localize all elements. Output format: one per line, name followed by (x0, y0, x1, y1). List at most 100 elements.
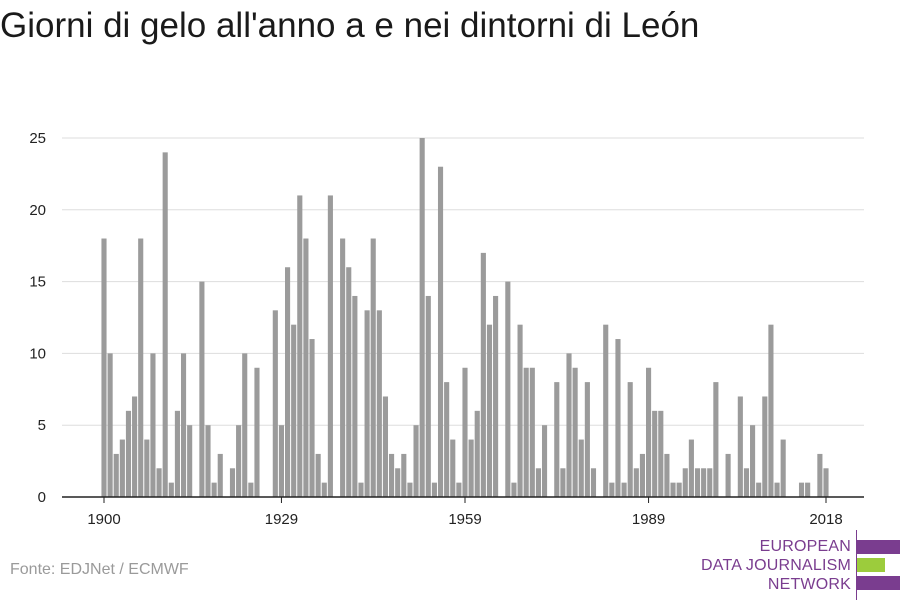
logo-separator (856, 530, 857, 600)
bar (541, 425, 548, 497)
bars (101, 138, 829, 498)
bar (352, 295, 358, 497)
logo-line-1: EUROPEAN (759, 538, 851, 555)
bar (278, 425, 284, 497)
bar (615, 339, 621, 497)
bar (382, 396, 389, 497)
bar (180, 353, 187, 497)
y-tick-label: 15 (29, 274, 46, 291)
y-tick-label: 25 (29, 130, 46, 147)
bar (437, 166, 444, 497)
bar (535, 468, 541, 497)
bar (664, 453, 670, 497)
logo-bar-purple-top (857, 540, 900, 554)
bar (676, 482, 682, 497)
bar (254, 367, 260, 497)
bar (168, 482, 174, 497)
bar (805, 482, 811, 497)
bar (621, 482, 627, 497)
x-tick-label: 2018 (809, 511, 842, 528)
bar (107, 353, 113, 497)
bar (444, 382, 450, 497)
x-tick-labels: 1900 1929 1959 1989 2018 (87, 511, 842, 528)
bar (229, 468, 236, 497)
bar (113, 453, 119, 497)
bar (199, 281, 205, 497)
x-tick-label: 1959 (448, 511, 481, 528)
bar (248, 482, 254, 497)
bar (762, 396, 768, 497)
bar (737, 396, 743, 497)
bar (823, 468, 829, 497)
bar (646, 367, 652, 497)
chart-title: Giorni di gelo all'anno a e nei dintorni… (0, 6, 700, 45)
bar (297, 195, 303, 497)
bar (529, 367, 535, 497)
bar (609, 482, 615, 497)
bar (743, 468, 750, 497)
bar (578, 439, 584, 497)
bar (291, 324, 297, 497)
bar (603, 324, 609, 497)
bar (389, 453, 395, 497)
bar (584, 382, 590, 497)
bar (431, 482, 437, 497)
y-tick-label: 5 (38, 417, 46, 434)
bar (658, 410, 664, 497)
y-tick-label: 10 (29, 345, 46, 362)
bar (572, 367, 578, 497)
bar (670, 482, 676, 497)
bar (468, 439, 474, 497)
bar (174, 410, 180, 497)
bar (652, 410, 658, 497)
bar (150, 353, 156, 497)
bar (486, 324, 493, 497)
bar (798, 482, 805, 497)
bar (560, 468, 566, 497)
bar (156, 468, 162, 497)
bar (413, 425, 419, 497)
bar (242, 353, 248, 497)
grid-lines (62, 137, 864, 426)
bar (688, 439, 694, 497)
bar (285, 267, 291, 497)
x-tick-label: 1989 (632, 511, 665, 528)
bar (315, 453, 321, 497)
bar (707, 468, 713, 497)
y-tick-labels: 0 5 10 15 20 25 (29, 130, 46, 506)
bar (205, 425, 211, 497)
bar (132, 396, 138, 497)
source-note: Fonte: EDJNet / ECMWF (10, 561, 189, 578)
bar (303, 238, 309, 497)
axes (62, 496, 864, 503)
edjnet-logo: EUROPEAN DATA JOURNALISM NETWORK (700, 530, 900, 600)
bar (554, 382, 560, 497)
bar (566, 353, 572, 497)
bar (119, 439, 125, 497)
bar (162, 152, 168, 498)
bar (450, 439, 456, 497)
bar (474, 410, 480, 497)
bar (590, 468, 597, 497)
bar (327, 195, 333, 497)
bar-chart: 0 5 10 15 20 25 1900 1929 1959 1989 2018 (29, 130, 864, 528)
bar (768, 324, 774, 497)
x-tick-label: 1929 (265, 511, 298, 528)
bar (309, 339, 315, 497)
logo-line-3: NETWORK (767, 576, 851, 593)
bar (505, 281, 511, 497)
bar (701, 468, 707, 497)
bar (725, 453, 731, 497)
bar (523, 367, 529, 497)
bar (774, 482, 780, 497)
x-tick-label: 1900 (87, 511, 120, 528)
bar (346, 267, 352, 497)
bar (376, 310, 382, 497)
bar (272, 310, 278, 497)
bar (780, 439, 786, 497)
bar (713, 382, 719, 497)
bar (358, 482, 364, 497)
bar (211, 482, 217, 497)
bar (419, 138, 425, 497)
bar (756, 482, 762, 497)
